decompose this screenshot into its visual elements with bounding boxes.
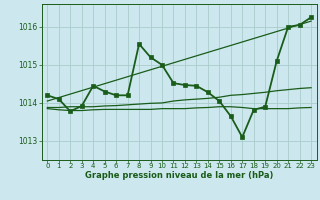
X-axis label: Graphe pression niveau de la mer (hPa): Graphe pression niveau de la mer (hPa)	[85, 171, 273, 180]
